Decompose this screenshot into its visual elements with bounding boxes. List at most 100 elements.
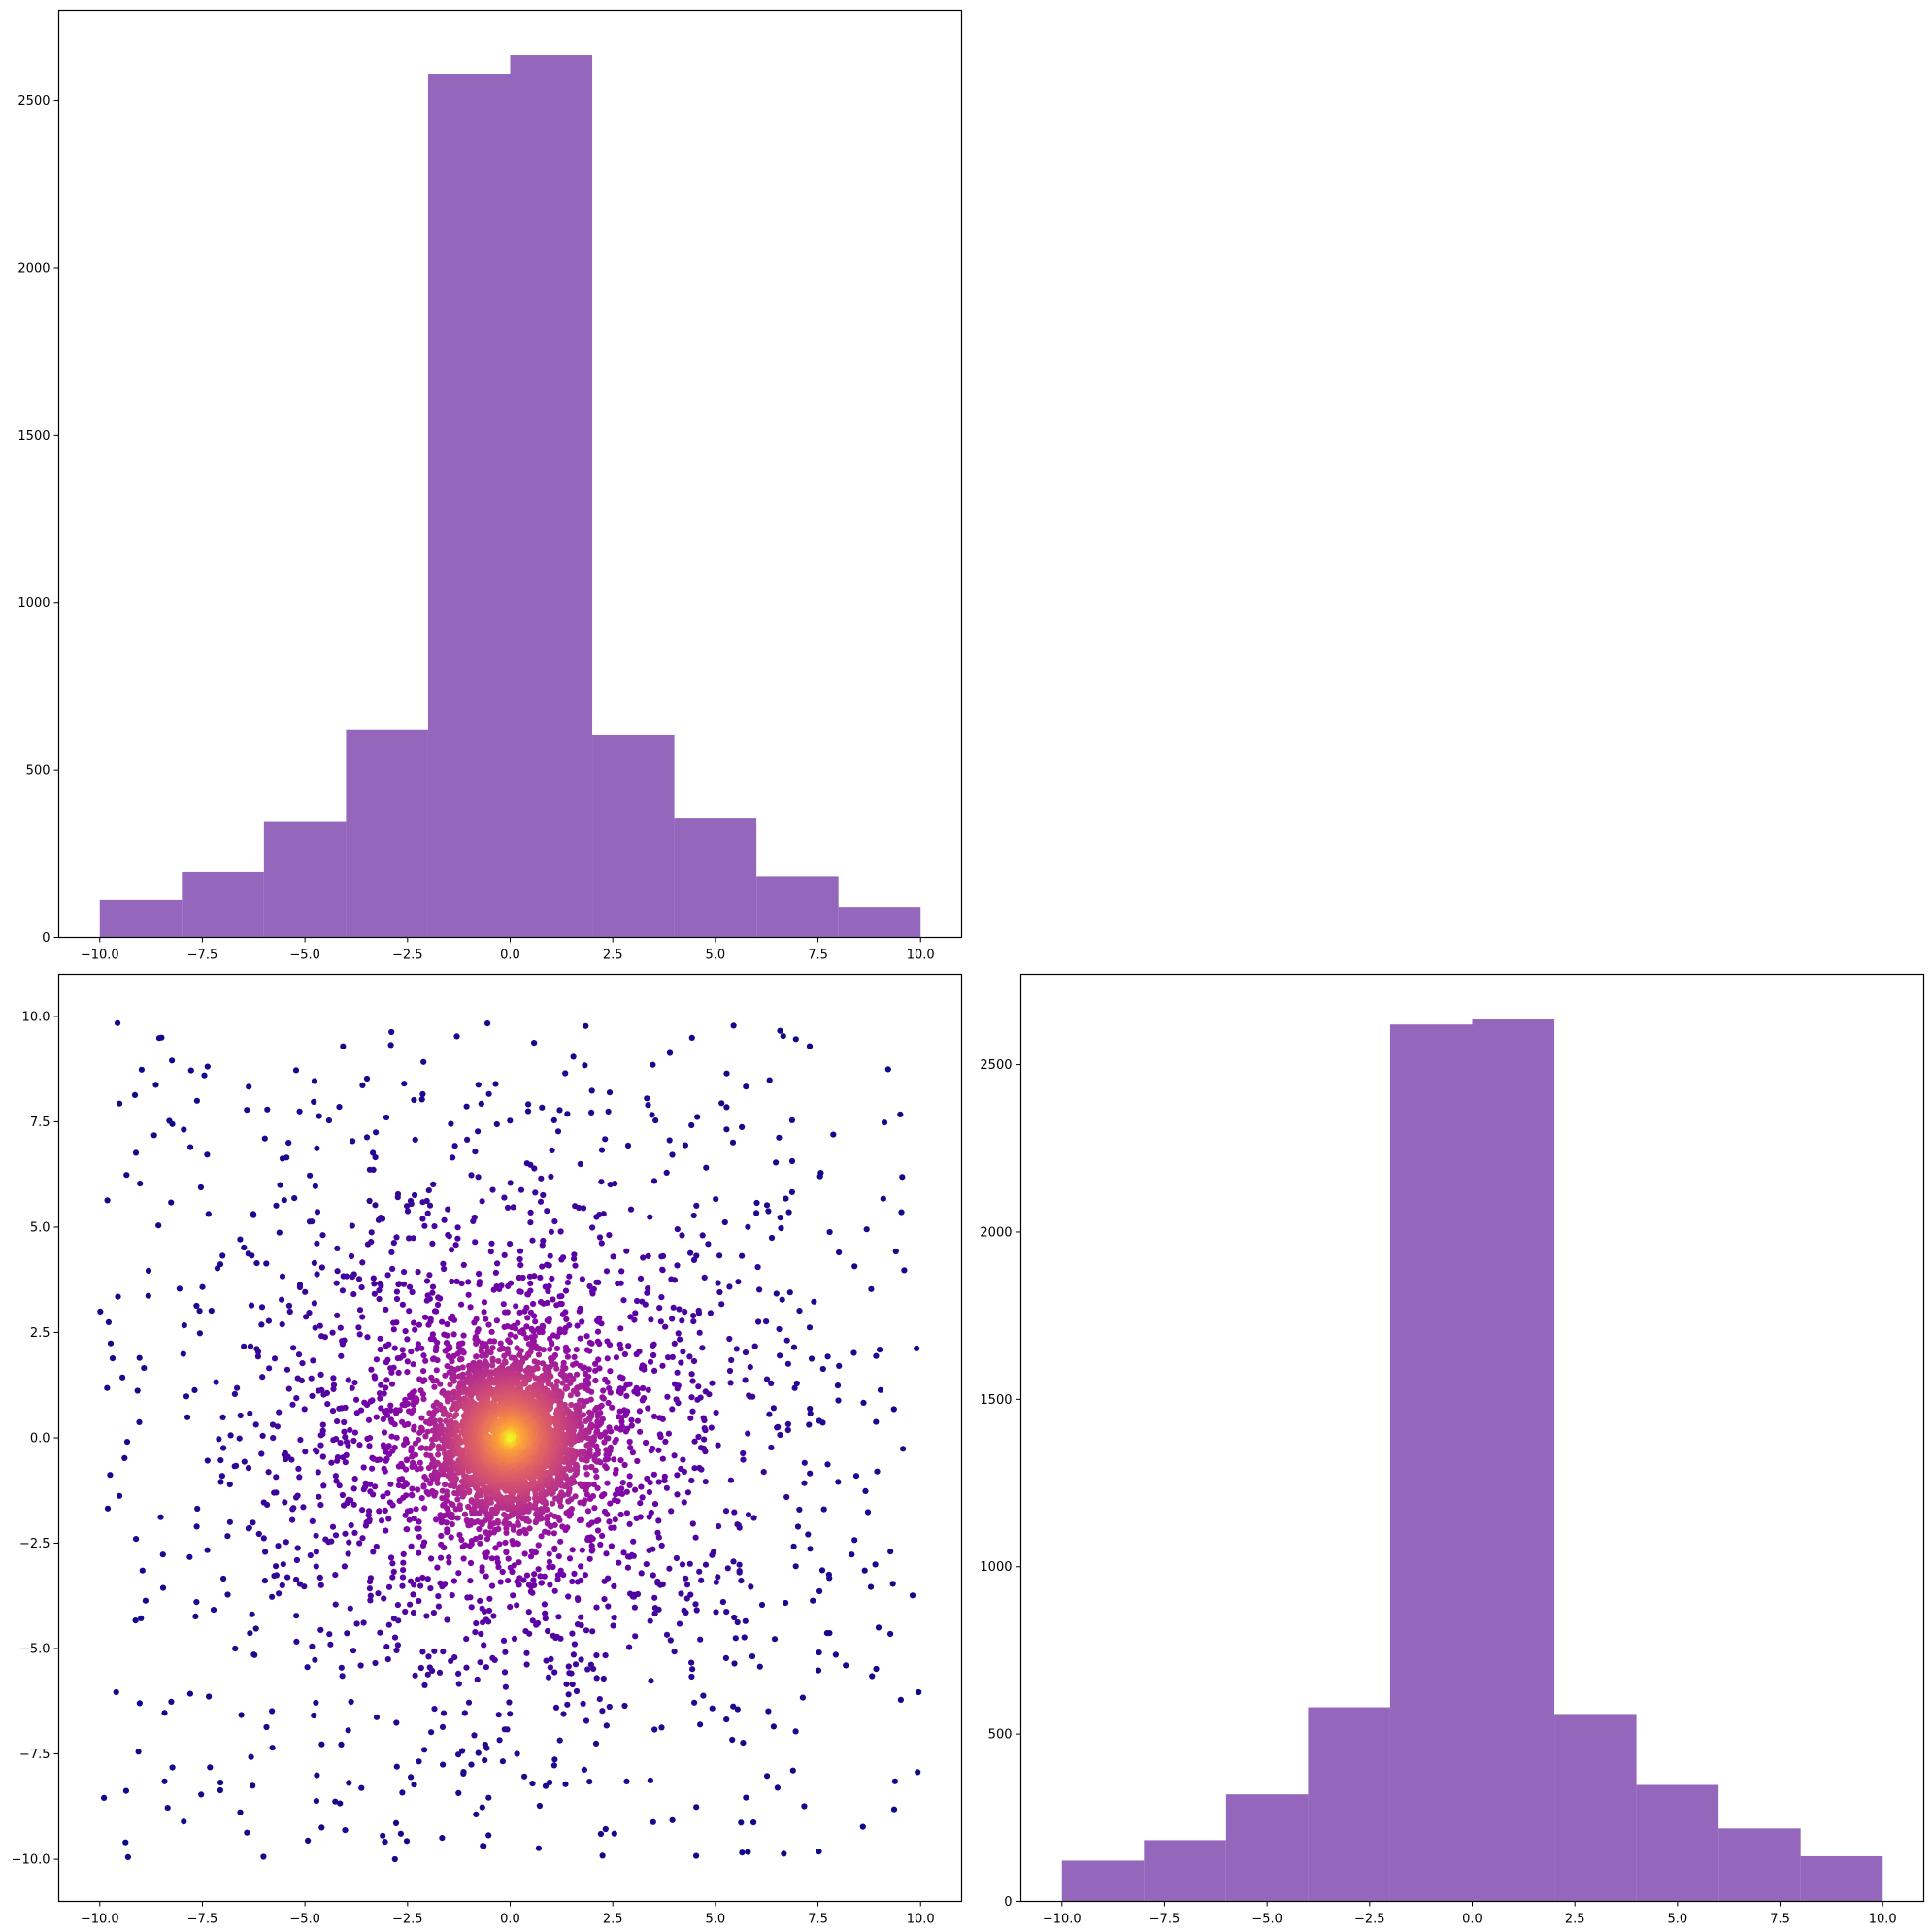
scatter-point xyxy=(783,1195,789,1202)
scatter-point xyxy=(383,1455,390,1462)
scatter-point xyxy=(400,1559,407,1566)
scatter-point xyxy=(901,1267,908,1274)
scatter-point xyxy=(723,1609,730,1616)
scatter-point xyxy=(395,1369,402,1376)
scatter-point xyxy=(724,1565,731,1572)
scatter-point xyxy=(339,1673,346,1680)
scatter-point xyxy=(495,1712,502,1718)
scatter-point xyxy=(690,1357,698,1365)
scatter-point xyxy=(565,1498,572,1505)
scatter-point xyxy=(314,1449,320,1455)
scatter-point xyxy=(274,1423,281,1430)
scatter-point xyxy=(468,1172,475,1179)
scatter-point xyxy=(523,1649,530,1656)
scatter-point xyxy=(343,1273,350,1280)
scatter-point xyxy=(603,1722,610,1729)
scatter-point xyxy=(407,1578,415,1584)
scatter-point xyxy=(410,1235,416,1242)
scatter-point xyxy=(402,1608,409,1616)
scatter-point xyxy=(458,1280,465,1287)
scatter-point xyxy=(238,1712,245,1718)
scatter-point xyxy=(537,1274,544,1281)
scatter-point xyxy=(731,1509,738,1516)
scatter-point xyxy=(573,1687,581,1695)
scatter-point xyxy=(440,1761,447,1768)
scatter-point xyxy=(507,1241,514,1248)
scatter-point xyxy=(900,1446,907,1452)
scatter-point xyxy=(428,1729,435,1736)
scatter-point xyxy=(774,1424,781,1431)
scatter-point xyxy=(366,1516,373,1523)
scatter-point xyxy=(450,1331,457,1338)
scatter-point xyxy=(205,1211,212,1217)
scatter-point xyxy=(824,1461,831,1468)
scatter-point xyxy=(672,1381,679,1387)
scatter-point xyxy=(682,1142,689,1149)
top-histogram-x-tick-label: 7.5 xyxy=(808,949,828,963)
scatter-point xyxy=(289,1401,296,1408)
scatter-point xyxy=(628,1416,635,1423)
scatter-point xyxy=(527,1209,534,1216)
scatter-point xyxy=(383,1114,390,1121)
scatter-point xyxy=(401,1269,408,1276)
scatter-point xyxy=(317,1371,324,1378)
scatter-point xyxy=(674,1385,681,1392)
scatter-point xyxy=(380,1493,386,1500)
scatter-point xyxy=(595,1318,602,1325)
scatter-point xyxy=(479,1804,485,1811)
scatter-point xyxy=(596,1340,603,1348)
scatter-point xyxy=(535,1566,542,1573)
scatter-point xyxy=(414,1346,420,1352)
scatter-point xyxy=(181,1818,187,1825)
scatter-point xyxy=(269,1593,276,1600)
scatter-point xyxy=(262,1549,269,1555)
scatter-point xyxy=(768,1234,776,1242)
scatter-point xyxy=(404,1208,412,1215)
scatter-point xyxy=(579,1547,585,1553)
scatter-point xyxy=(624,1553,632,1560)
scatter-point xyxy=(422,1357,429,1364)
scatter-point xyxy=(806,1043,814,1049)
scatter-point xyxy=(702,1561,710,1568)
scatter-point xyxy=(645,1386,651,1393)
scatter-point xyxy=(324,1401,331,1408)
scatter-point xyxy=(631,1388,638,1395)
scatter-point xyxy=(807,1410,814,1416)
scatter-point xyxy=(388,1249,395,1255)
scatter-point xyxy=(434,1301,442,1309)
scatter-point xyxy=(673,1396,680,1403)
scatter-point xyxy=(861,1567,868,1574)
scatter-point xyxy=(520,1526,528,1534)
scatter-point xyxy=(593,1675,600,1682)
scatter-point xyxy=(417,1582,424,1589)
scatter-point xyxy=(292,1067,300,1074)
scatter-point xyxy=(122,1839,129,1846)
scatter-point xyxy=(613,1491,619,1498)
scatter-point xyxy=(117,1100,123,1107)
scatter-point xyxy=(427,1481,434,1487)
top-histogram-bar xyxy=(756,876,839,938)
scatter-point xyxy=(789,1767,796,1774)
scatter-point xyxy=(643,1439,650,1447)
scatter-point xyxy=(330,1385,337,1392)
scatter-point xyxy=(713,1609,719,1616)
scatter-point xyxy=(786,1289,793,1296)
scatter-point xyxy=(431,1417,438,1424)
scatter-point xyxy=(550,1116,557,1123)
scatter-point xyxy=(366,1585,373,1592)
scatter-point xyxy=(279,1582,285,1588)
scatter-point xyxy=(889,1581,896,1587)
scatter-point xyxy=(671,1649,678,1655)
scatter-point xyxy=(547,1664,554,1671)
scatter-point xyxy=(648,1448,654,1454)
scatter-point xyxy=(664,1393,671,1400)
scatter-point xyxy=(539,1104,546,1111)
scatter-point xyxy=(302,1449,309,1455)
scatter-point xyxy=(349,1274,356,1281)
scatter-point xyxy=(697,1721,704,1728)
scatter-point xyxy=(699,1232,706,1239)
scatter-point xyxy=(269,1745,276,1751)
scatter-point xyxy=(765,1708,772,1715)
scatter-point xyxy=(688,1121,695,1129)
scatter-point xyxy=(390,1364,397,1371)
